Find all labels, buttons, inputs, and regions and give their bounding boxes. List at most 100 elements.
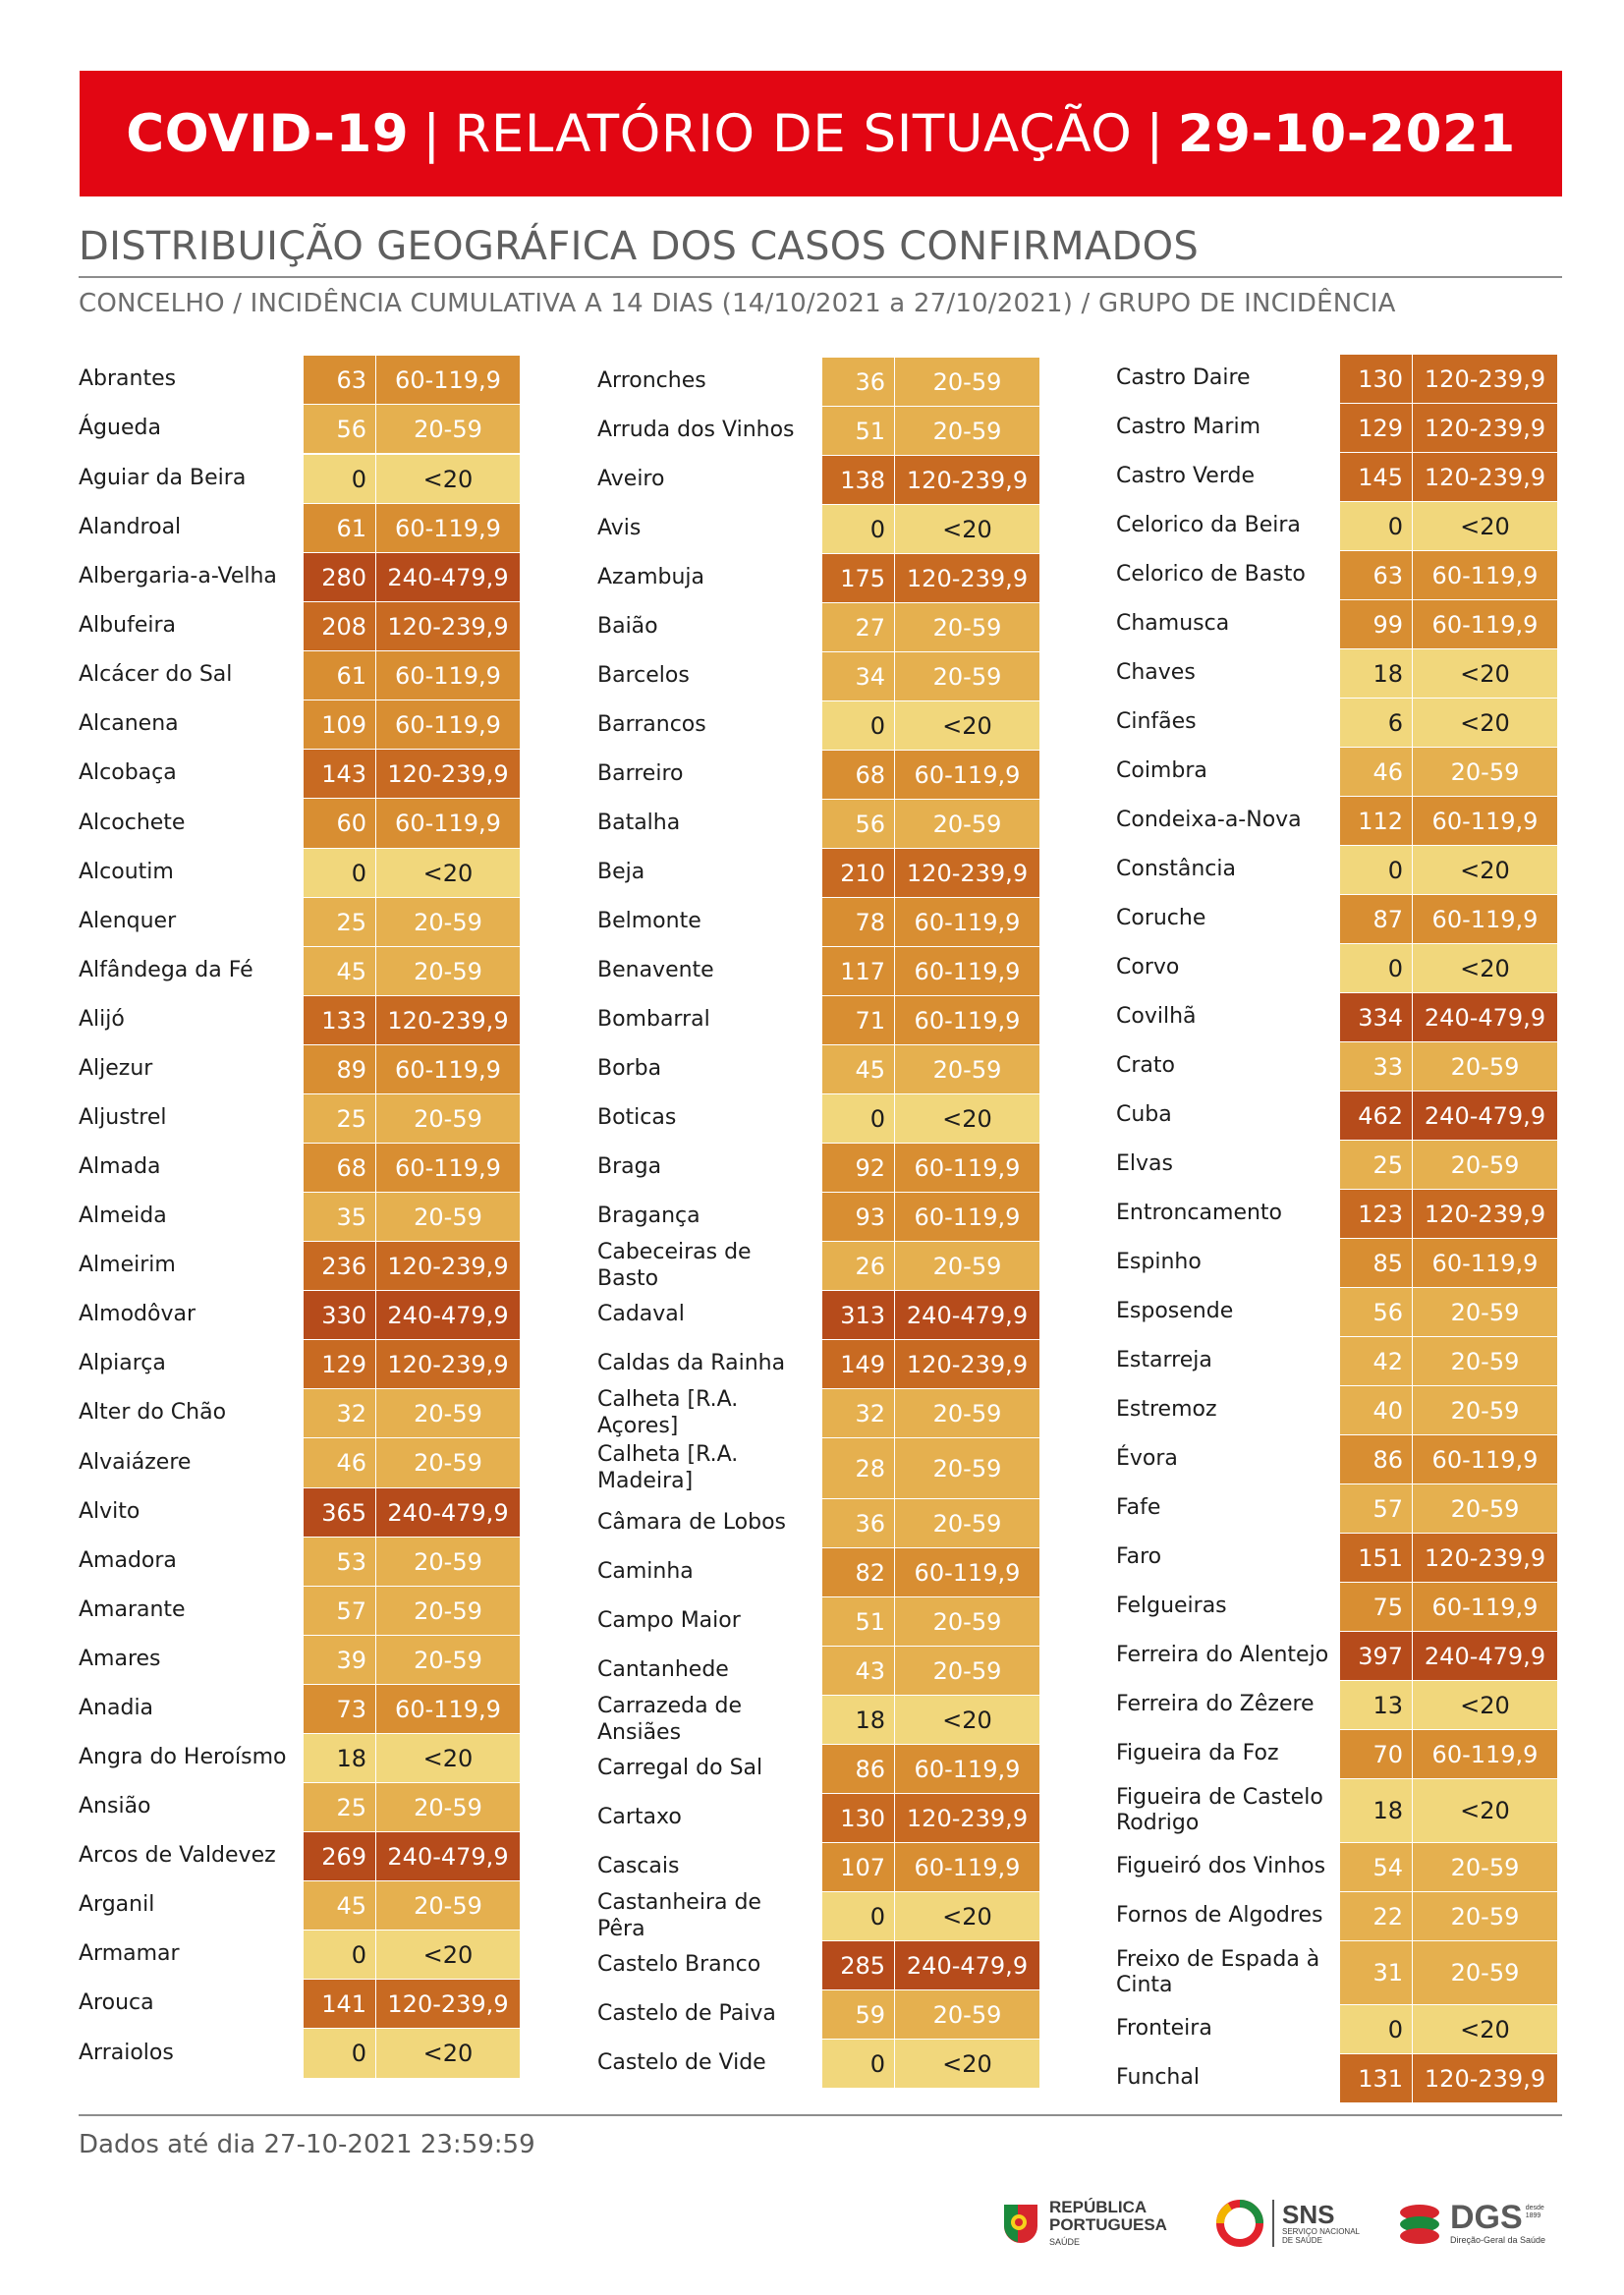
table-row: Alijó 133 120-239,9 [79, 996, 531, 1044]
municipality-name: Figueira da Foz [1116, 1741, 1279, 1766]
incidence-group: 60-119,9 [376, 651, 520, 700]
table-row: Fafe 57 20-59 [1116, 1484, 1568, 1533]
municipality-name: Castro Verde [1116, 464, 1255, 489]
incidence-group: 20-59 [1413, 748, 1557, 796]
municipality-name: Crato [1116, 1053, 1175, 1079]
table-row: Arruda dos Vinhos 51 20-59 [597, 407, 1049, 455]
incidence-group: <20 [1413, 649, 1557, 698]
municipality-name: Ferreira do Zêzere [1116, 1692, 1315, 1717]
incidence-value: 280 [304, 553, 375, 601]
table-row: Aljezur 89 60-119,9 [79, 1045, 531, 1093]
table-row: Bombarral 71 60-119,9 [597, 996, 1049, 1044]
table-row: Fronteira 0 <20 [1116, 2005, 1568, 2053]
incidence-group: <20 [1413, 1681, 1557, 1729]
republica-line-2: PORTUGUESA [1049, 2215, 1167, 2235]
incidence-value: 0 [304, 1931, 375, 1979]
incidence-value: 33 [1340, 1042, 1412, 1091]
table-row: Calheta [R.A. Açores] 32 20-59 [597, 1387, 1049, 1438]
municipality-name: Bombarral [597, 1007, 710, 1033]
incidence-value: 27 [822, 603, 894, 651]
table-row: Estarreja 42 20-59 [1116, 1337, 1568, 1385]
table-row: Ansião 25 20-59 [79, 1783, 531, 1831]
incidence-group: 240-479,9 [376, 1291, 520, 1339]
republica-line-3: SAÚDE [1049, 2237, 1081, 2248]
table-row: Almada 68 60-119,9 [79, 1144, 531, 1192]
incidence-group: <20 [895, 701, 1039, 750]
incidence-value: 130 [1340, 355, 1412, 403]
incidence-group: 20-59 [376, 405, 520, 453]
municipality-name: Castelo Branco [597, 1952, 761, 1978]
incidence-group: 60-119,9 [1413, 1435, 1557, 1483]
municipality-name: Barreiro [597, 761, 684, 787]
table-row: Angra do Heroísmo 18 <20 [79, 1734, 531, 1782]
incidence-value: 43 [822, 1647, 894, 1695]
incidence-value: 56 [304, 405, 375, 453]
municipality-name: Esposende [1116, 1299, 1234, 1324]
incidence-value: 462 [1340, 1092, 1412, 1140]
incidence-value: 141 [304, 1980, 375, 2028]
table-row: Celorico de Basto 63 60-119,9 [1116, 551, 1568, 599]
incidence-group: <20 [1413, 2005, 1557, 2053]
incidence-group: 60-119,9 [895, 947, 1039, 995]
municipality-name: Albergaria-a-Velha [79, 564, 277, 589]
incidence-value: 63 [304, 356, 375, 404]
table-row: Aljustrel 25 20-59 [79, 1094, 531, 1143]
municipality-name: Calheta [R.A. Madeira] [597, 1442, 739, 1493]
table-row: Cinfães 6 <20 [1116, 699, 1568, 747]
incidence-value: 397 [1340, 1632, 1412, 1680]
municipality-name: Covilhã [1116, 1004, 1197, 1030]
incidence-value: 32 [304, 1389, 375, 1437]
incidence-group: 20-59 [376, 1389, 520, 1437]
incidence-group: 120-239,9 [1413, 1190, 1557, 1238]
municipality-name: Arraiolos [79, 2040, 174, 2065]
incidence-value: 36 [822, 358, 894, 406]
incidence-group: 60-119,9 [376, 1685, 520, 1733]
title-date: 29-10-2021 [1177, 103, 1516, 164]
municipality-name: Boticas [597, 1105, 677, 1131]
table-row: Constância 0 <20 [1116, 846, 1568, 894]
incidence-group: 60-119,9 [1413, 1583, 1557, 1631]
incidence-value: 138 [822, 456, 894, 504]
table-row: Celorico da Beira 0 <20 [1116, 502, 1568, 550]
municipality-name: Espinho [1116, 1250, 1202, 1275]
incidence-group: 60-119,9 [895, 1548, 1039, 1596]
incidence-value: 54 [1340, 1843, 1412, 1891]
table-row: Almodôvar 330 240-479,9 [79, 1291, 531, 1339]
table-row: Alcochete 60 60-119,9 [79, 799, 531, 848]
table-row: Câmara de Lobos 36 20-59 [597, 1499, 1049, 1547]
table-row: Alcoutim 0 <20 [79, 849, 531, 897]
table-row: Crato 33 20-59 [1116, 1042, 1568, 1091]
incidence-value: 285 [822, 1941, 894, 1989]
table-row: Abrantes 63 60-119,9 [79, 356, 531, 404]
municipality-name: Bragança [597, 1203, 700, 1229]
municipality-name: Arganil [79, 1892, 155, 1918]
incidence-value: 130 [822, 1794, 894, 1842]
municipality-name: Calheta [R.A. Açores] [597, 1387, 739, 1438]
table-row: Faro 151 120-239,9 [1116, 1534, 1568, 1582]
incidence-group: 120-239,9 [1413, 355, 1557, 403]
table-row: Cabeceiras de Basto 26 20-59 [597, 1240, 1049, 1291]
table-row: Castanheira de Pêra 0 <20 [597, 1890, 1049, 1941]
municipality-name: Ferreira do Alentejo [1116, 1643, 1329, 1668]
incidence-group: 20-59 [376, 1538, 520, 1586]
table-row: Amadora 53 20-59 [79, 1538, 531, 1586]
municipality-name: Benavente [597, 958, 714, 983]
dgs-subtitle: Direção-Geral da Saúde [1450, 2235, 1546, 2246]
incidence-group: 60-119,9 [1413, 895, 1557, 943]
incidence-value: 175 [822, 554, 894, 602]
incidence-group: 120-239,9 [895, 1794, 1039, 1842]
incidence-group: 20-59 [376, 1881, 520, 1930]
municipality-name: Angra do Heroísmo [79, 1745, 287, 1770]
republica-emblem-icon [1004, 2205, 1037, 2243]
incidence-group: <20 [1413, 699, 1557, 747]
table-row: Arraiolos 0 <20 [79, 2029, 531, 2078]
municipality-name: Borba [597, 1056, 662, 1082]
incidence-value: 210 [822, 849, 894, 897]
table-row: Calheta [R.A. Madeira] 28 20-59 [597, 1438, 1049, 1498]
incidence-group: 60-119,9 [895, 898, 1039, 946]
incidence-group: 240-479,9 [376, 553, 520, 601]
table-row: Castelo de Paiva 59 20-59 [597, 1990, 1049, 2039]
table-row: Alenquer 25 20-59 [79, 898, 531, 946]
incidence-group: 20-59 [1413, 1141, 1557, 1189]
municipality-name: Alter do Chão [79, 1400, 227, 1426]
